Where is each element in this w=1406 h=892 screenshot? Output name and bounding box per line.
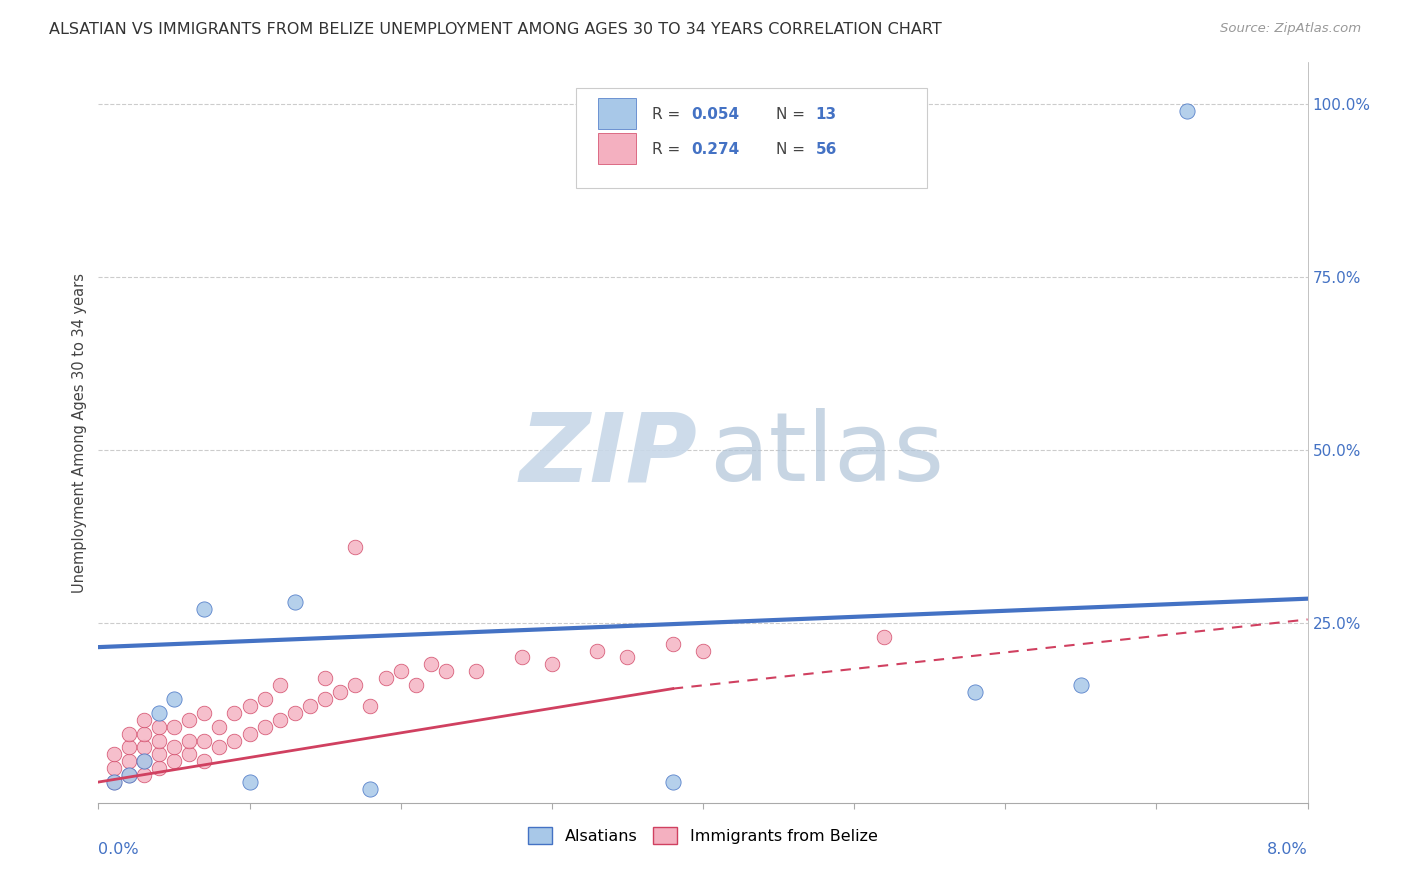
Point — [148, 720, 170, 734]
Y-axis label: Unemployment Among Ages 30 to 34 years: Unemployment Among Ages 30 to 34 years — [72, 273, 87, 592]
Point — [179, 747, 201, 762]
Point — [103, 775, 125, 789]
Text: ALSATIAN VS IMMIGRANTS FROM BELIZE UNEMPLOYMENT AMONG AGES 30 TO 34 YEARS CORREL: ALSATIAN VS IMMIGRANTS FROM BELIZE UNEMP… — [49, 22, 942, 37]
Text: 0.274: 0.274 — [690, 142, 740, 157]
Point — [314, 671, 336, 685]
Point — [299, 698, 322, 713]
Point — [284, 706, 307, 720]
Point — [163, 692, 186, 706]
Point — [148, 747, 170, 762]
Point — [661, 637, 683, 651]
Point — [118, 768, 141, 782]
Point — [163, 720, 186, 734]
Point — [132, 754, 155, 768]
Point — [132, 768, 155, 782]
Point — [193, 754, 215, 768]
Point — [344, 540, 367, 554]
FancyBboxPatch shape — [576, 88, 927, 188]
Point — [253, 692, 276, 706]
Point — [420, 657, 443, 672]
Point — [224, 733, 246, 747]
Point — [208, 720, 231, 734]
Text: R =: R = — [652, 107, 685, 122]
Point — [239, 726, 262, 740]
Point — [360, 781, 382, 796]
Text: atlas: atlas — [709, 409, 945, 501]
Point — [965, 685, 987, 699]
Text: R =: R = — [652, 142, 685, 157]
Point — [224, 706, 246, 720]
Point — [1070, 678, 1092, 692]
Point — [465, 665, 488, 679]
Point — [132, 740, 155, 755]
FancyBboxPatch shape — [598, 98, 637, 129]
Point — [269, 678, 291, 692]
Point — [344, 678, 367, 692]
Point — [360, 698, 382, 713]
Point — [873, 630, 896, 644]
Point — [103, 747, 125, 762]
Text: N =: N = — [776, 107, 810, 122]
Point — [118, 726, 141, 740]
Text: Source: ZipAtlas.com: Source: ZipAtlas.com — [1220, 22, 1361, 36]
FancyBboxPatch shape — [598, 133, 637, 164]
Legend: Alsatians, Immigrants from Belize: Alsatians, Immigrants from Belize — [522, 821, 884, 850]
Point — [193, 733, 215, 747]
Point — [253, 720, 276, 734]
Point — [586, 643, 609, 657]
Point — [389, 665, 412, 679]
Point — [193, 706, 215, 720]
Point — [239, 698, 262, 713]
Point — [1175, 103, 1198, 118]
Point — [148, 733, 170, 747]
Text: 0.054: 0.054 — [690, 107, 740, 122]
Point — [284, 595, 307, 609]
Text: 0.0%: 0.0% — [98, 842, 139, 856]
Point — [314, 692, 336, 706]
Text: 56: 56 — [815, 142, 837, 157]
Point — [118, 754, 141, 768]
Point — [132, 754, 155, 768]
Point — [405, 678, 427, 692]
Point — [179, 733, 201, 747]
Point — [163, 754, 186, 768]
Point — [692, 643, 714, 657]
Point — [179, 713, 201, 727]
Text: ZIP: ZIP — [519, 409, 697, 501]
Point — [616, 650, 638, 665]
Point — [239, 775, 262, 789]
Point — [540, 657, 562, 672]
Point — [374, 671, 396, 685]
Point — [208, 740, 231, 755]
Point — [193, 602, 215, 616]
Point — [118, 740, 141, 755]
Point — [163, 740, 186, 755]
Point — [132, 713, 155, 727]
Point — [132, 726, 155, 740]
Point — [510, 650, 533, 665]
Point — [329, 685, 352, 699]
Point — [118, 768, 141, 782]
Text: N =: N = — [776, 142, 810, 157]
Point — [148, 761, 170, 775]
Point — [661, 775, 683, 789]
Point — [103, 761, 125, 775]
Point — [434, 665, 457, 679]
Text: 8.0%: 8.0% — [1267, 842, 1308, 856]
Text: 13: 13 — [815, 107, 837, 122]
Point — [103, 775, 125, 789]
Point — [269, 713, 291, 727]
Point — [148, 706, 170, 720]
